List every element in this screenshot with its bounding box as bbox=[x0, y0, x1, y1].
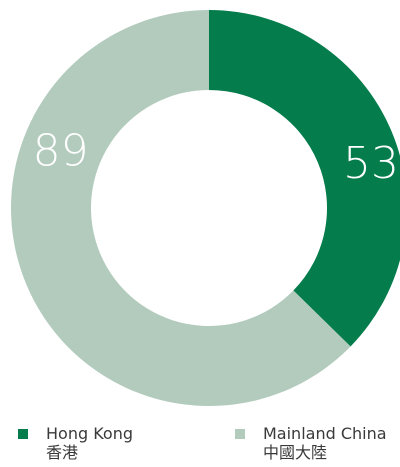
legend-label-hong-kong-en: Hong Kong bbox=[46, 424, 133, 443]
donut-slice-mainland-china bbox=[10, 10, 351, 406]
legend-swatch-mainland-china bbox=[235, 429, 245, 439]
data-label-hong-kong: 53 bbox=[343, 138, 399, 189]
donut-slices bbox=[10, 10, 400, 406]
donut-data-labels: 53 89 bbox=[33, 126, 399, 189]
legend-swatch-hong-kong bbox=[18, 429, 28, 439]
legend-label-mainland-china-zh: 中國大陸 bbox=[263, 443, 328, 462]
donut-slice-hong-kong bbox=[209, 10, 400, 347]
data-label-mainland-china: 89 bbox=[33, 126, 89, 177]
legend-label-mainland-china-en: Mainland China bbox=[263, 424, 387, 443]
legend: Hong Kong 香港 Mainland China 中國大陸 bbox=[0, 424, 400, 467]
legend-label-hong-kong-zh: 香港 bbox=[46, 443, 79, 462]
